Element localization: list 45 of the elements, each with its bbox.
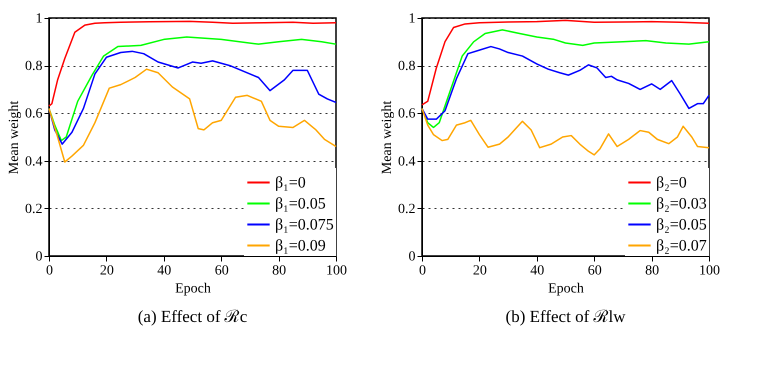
x-tick-label: 60 — [588, 264, 602, 278]
legend-label: β₂=0.03 — [656, 196, 707, 212]
legend-label: β₁=0.075 — [275, 216, 334, 234]
x-tick-label: 0 — [419, 264, 426, 278]
text: (b) Effect of ℛlw — [506, 307, 626, 326]
text: (a) Effect of ℛc — [138, 307, 248, 326]
x-tick-label: 40 — [157, 264, 172, 278]
y-axis-title: Mean weight — [7, 100, 22, 174]
x-tick-label: 80 — [272, 264, 286, 278]
y-tick-label: 0.4 — [25, 154, 42, 170]
legend-label: β₂=0 — [656, 174, 687, 192]
y-tick-label: 1 — [36, 12, 42, 26]
y-tick-label: 0.8 — [25, 59, 42, 74]
y-tick-label: 0.4 — [398, 154, 416, 170]
y-tick-label: 0.6 — [398, 106, 416, 122]
legend-label: β₁=0.09 — [275, 238, 326, 254]
line-series — [48, 20, 337, 107]
y-axis-title: Mean weight — [380, 100, 395, 174]
legend-label: β₂=0.07 — [656, 238, 707, 254]
y-tick-label: 0.2 — [25, 202, 42, 217]
y-tick-label: 0.8 — [398, 59, 416, 74]
legend-label: β₂=0.05 — [656, 216, 707, 234]
x-tick-label: 100 — [326, 264, 347, 278]
x-tick-label: 80 — [645, 264, 660, 278]
legend-label: β₁=0.05 — [275, 196, 326, 212]
legend-label: β₁=0 — [275, 174, 306, 192]
x-tick-label: 60 — [214, 264, 229, 278]
x-tick-label: 20 — [472, 264, 487, 278]
x-tick-label: 40 — [530, 264, 544, 278]
x-tick-label: 100 — [699, 264, 720, 278]
x-axis-title: Epoch — [548, 282, 584, 296]
y-tick-label: 0 — [36, 250, 42, 264]
line-series — [48, 68, 337, 163]
y-tick-label: 0.6 — [25, 106, 42, 122]
x-tick-label: 20 — [100, 264, 114, 278]
y-tick-label: 1 — [408, 12, 416, 26]
line-series — [421, 46, 710, 120]
x-tick-label: 0 — [46, 264, 53, 278]
line-series — [421, 20, 710, 106]
line-series — [421, 108, 710, 156]
y-tick-label: 0.2 — [398, 202, 416, 217]
line-series — [48, 50, 337, 145]
x-axis-title: Epoch — [175, 282, 211, 296]
line-series — [48, 36, 337, 142]
y-tick-label: 0 — [408, 250, 416, 264]
